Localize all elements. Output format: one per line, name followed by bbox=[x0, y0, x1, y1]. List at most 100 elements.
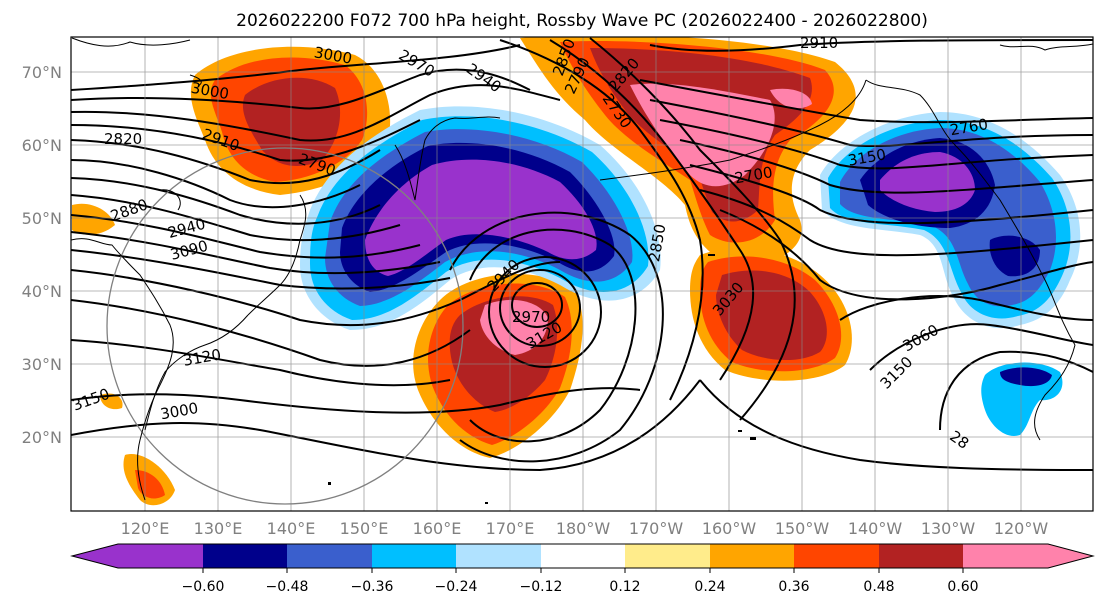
contour-line bbox=[869, 323, 1093, 371]
lon-label: 170°E bbox=[486, 519, 535, 538]
colorbar-label: −0.36 bbox=[351, 579, 394, 595]
contour-line bbox=[679, 139, 1093, 194]
coastlines bbox=[71, 37, 1093, 501]
lat-axis: 70°N 60°N 50°N 40°N 30°N 20°N bbox=[22, 63, 62, 447]
map-frame bbox=[70, 36, 1094, 512]
lon-label: 130°E bbox=[194, 519, 243, 538]
colorbar-segment bbox=[372, 544, 456, 568]
colorbar-labels: −0.60 −0.48 −0.36 −0.24 −0.12 0.12 0.24 … bbox=[182, 579, 979, 595]
contour-line bbox=[71, 261, 561, 327]
contour-line bbox=[469, 228, 637, 443]
colorbar-outline bbox=[70, 543, 1095, 569]
contour-line bbox=[71, 159, 361, 209]
contour-line bbox=[71, 387, 641, 414]
colorbar-segment bbox=[203, 544, 287, 568]
colorbar-segment bbox=[118, 544, 203, 568]
shade-negative-southeast-core bbox=[1000, 367, 1052, 387]
coastline-aleutians bbox=[599, 79, 867, 181]
contour-line bbox=[549, 39, 755, 381]
lon-label: 140°E bbox=[267, 519, 316, 538]
contour-line bbox=[71, 44, 521, 91]
lat-label: 20°N bbox=[22, 428, 62, 447]
colorbar-label: 0.36 bbox=[778, 579, 809, 595]
colorbar-label: 0.60 bbox=[947, 579, 978, 595]
contour-line bbox=[649, 39, 1093, 52]
contour-label: 2910 bbox=[800, 34, 838, 52]
contour-line bbox=[71, 379, 701, 472]
contour-line bbox=[71, 339, 451, 387]
contour-line bbox=[71, 177, 381, 225]
contour-line bbox=[71, 231, 441, 275]
shade-positive-small-2 bbox=[100, 393, 123, 410]
colorbar-segment bbox=[625, 544, 710, 568]
colorbar-segment bbox=[287, 544, 372, 568]
lon-label: 160°W bbox=[702, 519, 757, 538]
coastline-japan-north bbox=[247, 194, 307, 316]
contour-line bbox=[71, 68, 531, 110]
island-hawaii bbox=[738, 430, 742, 432]
contour-line bbox=[499, 39, 704, 401]
contour-line bbox=[449, 211, 664, 463]
colorbar-label: 0.48 bbox=[863, 579, 894, 595]
shade-positive-nw-core bbox=[242, 77, 341, 166]
lat-label: 40°N bbox=[22, 282, 62, 301]
lon-label: 160°E bbox=[413, 519, 462, 538]
lon-label: 130°W bbox=[921, 519, 976, 538]
colorbar-segment bbox=[541, 544, 625, 568]
coastline-kamchatka bbox=[394, 116, 501, 201]
contour-line bbox=[659, 119, 1093, 170]
contour-line bbox=[71, 214, 421, 259]
lon-axis: 120°E 130°E 140°E 150°E 160°E 170°E 180°… bbox=[121, 519, 1049, 538]
island-hawaii bbox=[750, 437, 756, 440]
contour-loop bbox=[488, 256, 602, 368]
coastline-north-america bbox=[865, 79, 1076, 346]
colorbar-label: 0.12 bbox=[609, 579, 640, 595]
lat-label: 30°N bbox=[22, 355, 62, 374]
lat-label: 60°N bbox=[22, 136, 62, 155]
coastline-asia bbox=[71, 238, 174, 501]
range-circle bbox=[106, 147, 464, 505]
contour-line bbox=[689, 164, 1093, 225]
coastline-arctic bbox=[999, 43, 1093, 51]
contour-line bbox=[699, 189, 1093, 257]
contour-line bbox=[639, 79, 1093, 124]
island-midway bbox=[708, 254, 715, 256]
contour-line bbox=[71, 119, 421, 162]
lon-label: 170°W bbox=[629, 519, 684, 538]
shade-positive-alaska-peak2 bbox=[770, 88, 812, 109]
map-panel: 3000 2970 2940 3000 2850 2820 2910 2790 … bbox=[70, 34, 1094, 512]
lon-label: 180°W bbox=[556, 519, 611, 538]
contour-line bbox=[71, 299, 471, 367]
contour-line bbox=[839, 295, 1093, 321]
colorbar-label: −0.60 bbox=[182, 579, 225, 595]
colorbar-extend-max bbox=[1048, 544, 1093, 568]
graticule bbox=[71, 37, 1093, 511]
lon-label: 140°W bbox=[848, 519, 903, 538]
lon-label: 150°E bbox=[340, 519, 389, 538]
coastline-sakhalin bbox=[159, 189, 181, 211]
shade-positive-small-1 bbox=[72, 203, 115, 235]
colorbar-segment bbox=[456, 544, 541, 568]
lon-label: 150°W bbox=[775, 519, 830, 538]
coastline-baja bbox=[1034, 344, 1076, 441]
lon-label: 120°W bbox=[994, 519, 1049, 538]
colorbar-segment bbox=[879, 544, 963, 568]
figure-title: 2026022200 F072 700 hPa height, Rossby W… bbox=[236, 11, 928, 31]
contour-loop bbox=[499, 269, 581, 347]
lon-label: 120°E bbox=[121, 519, 170, 538]
contour-line bbox=[699, 379, 1093, 471]
islands bbox=[328, 254, 756, 504]
colorbar: −0.60 −0.48 −0.36 −0.24 −0.12 0.12 0.24 … bbox=[70, 543, 1095, 595]
colorbar-segment bbox=[710, 544, 794, 568]
colorbar-label: −0.24 bbox=[435, 579, 478, 595]
island bbox=[485, 502, 488, 504]
colorbar-segment bbox=[963, 544, 1048, 568]
contour-line bbox=[71, 84, 561, 142]
colorbar-label: −0.48 bbox=[266, 579, 309, 595]
island bbox=[328, 482, 331, 485]
contour-line bbox=[719, 209, 1093, 301]
contour-line bbox=[589, 37, 796, 421]
lat-label: 70°N bbox=[22, 63, 62, 82]
contour-label: 2820 bbox=[104, 130, 142, 148]
